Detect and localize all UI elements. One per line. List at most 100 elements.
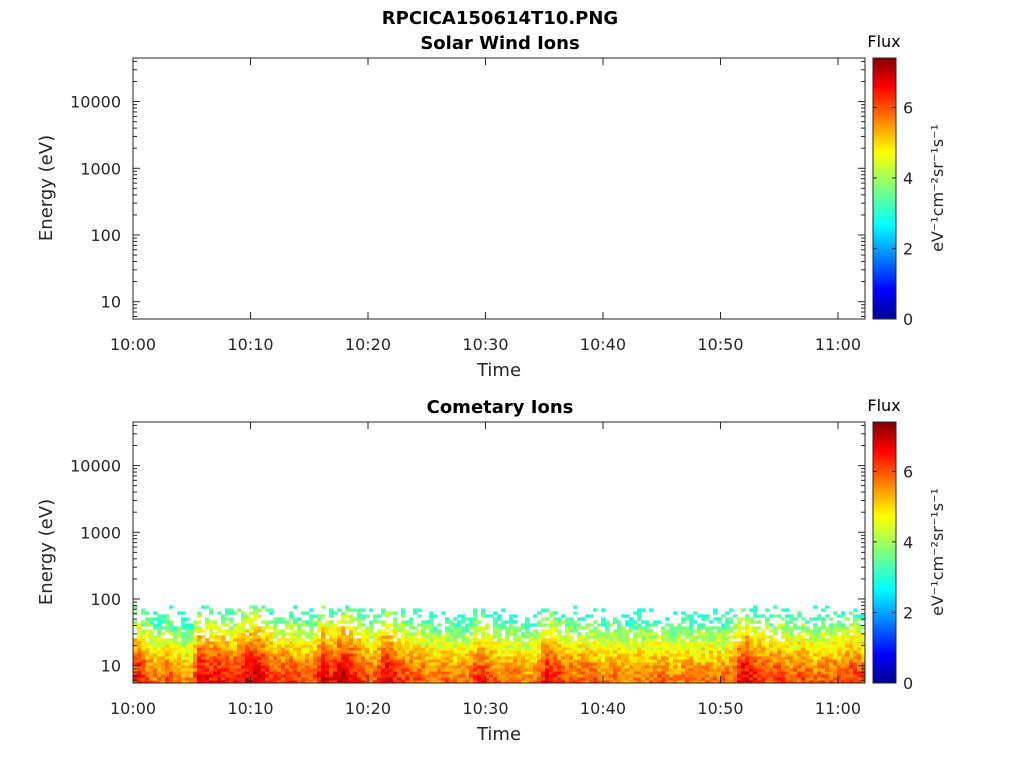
flux-cell [601,656,606,660]
flux-cell [609,677,614,681]
flux-cell [533,662,538,666]
flux-cell [797,650,802,654]
flux-cell [181,617,186,621]
flux-cell [273,680,278,684]
flux-cell [169,650,174,654]
flux-cell [245,653,250,657]
flux-cell [793,656,798,660]
flux-cell [645,629,650,633]
flux-cell [845,665,850,669]
flux-cell [273,674,278,678]
flux-cell [329,647,334,651]
flux-cell [493,620,498,624]
flux-cell [145,677,150,681]
flux-cell [809,644,814,648]
colorbar-tick-label: 0 [903,674,913,693]
flux-cell [217,656,222,660]
flux-cell [429,680,434,684]
flux-cell [593,677,598,681]
flux-cell [661,677,666,681]
flux-cell [285,656,290,660]
flux-cell [733,635,738,639]
flux-cell [589,650,594,654]
flux-cell [637,647,642,651]
flux-cell [765,641,770,645]
flux-cell [533,674,538,678]
flux-cell [669,668,674,672]
flux-cell [373,641,378,645]
flux-cell [805,653,810,657]
flux-cell [353,629,358,633]
flux-cell [361,650,366,654]
flux-cell [373,662,378,666]
flux-cell [657,653,662,657]
flux-cell [521,656,526,660]
flux-cell [645,668,650,672]
flux-cell [309,629,314,633]
flux-cell [601,668,606,672]
flux-cell [757,644,762,648]
flux-cell [177,632,182,636]
flux-cell [201,671,206,675]
flux-cell [621,674,626,678]
flux-cell [573,641,578,645]
flux-cell [341,641,346,645]
flux-cell [253,614,258,618]
flux-cell [365,635,370,639]
flux-cell [789,677,794,681]
flux-cell [525,677,530,681]
flux-cell [553,629,558,633]
flux-cell [349,629,354,633]
x-tick-label: 10:00 [110,335,156,354]
flux-cell [689,629,694,633]
flux-cell [561,635,566,639]
flux-cell [657,680,662,684]
flux-cell [509,671,514,675]
flux-cell [341,635,346,639]
flux-cell [297,659,302,663]
flux-cell [165,623,170,627]
flux-cell [465,638,470,642]
flux-cell [565,620,570,624]
flux-cell [757,680,762,684]
flux-cell [233,677,238,681]
flux-cell [301,677,306,681]
flux-cell [509,650,514,654]
flux-cell [845,656,850,660]
flux-cell [713,656,718,660]
flux-cell [165,653,170,657]
flux-cell [753,665,758,669]
flux-cell [261,644,266,648]
flux-cell [669,626,674,630]
flux-cell [425,659,430,663]
flux-cell [765,656,770,660]
flux-cell [457,614,462,618]
flux-cell [721,662,726,666]
flux-cell [557,677,562,681]
flux-cell [693,677,698,681]
flux-cell [601,608,606,612]
flux-cell [281,617,286,621]
flux-cell [745,635,750,639]
flux-cell [177,680,182,684]
flux-cell [549,662,554,666]
flux-cell [233,662,238,666]
flux-cell [545,680,550,684]
flux-cell [337,629,342,633]
flux-cell [241,611,246,615]
flux-cell [413,608,418,612]
flux-cell [541,641,546,645]
flux-cell [137,644,142,648]
flux-cell [269,632,274,636]
flux-cell [777,644,782,648]
flux-cell [433,674,438,678]
flux-cell [185,644,190,648]
flux-cell [301,665,306,669]
flux-cell [377,668,382,672]
flux-cell [181,620,186,624]
flux-cell [169,623,174,627]
flux-cell [225,641,230,645]
flux-cell [161,617,166,621]
flux-cell [181,632,186,636]
